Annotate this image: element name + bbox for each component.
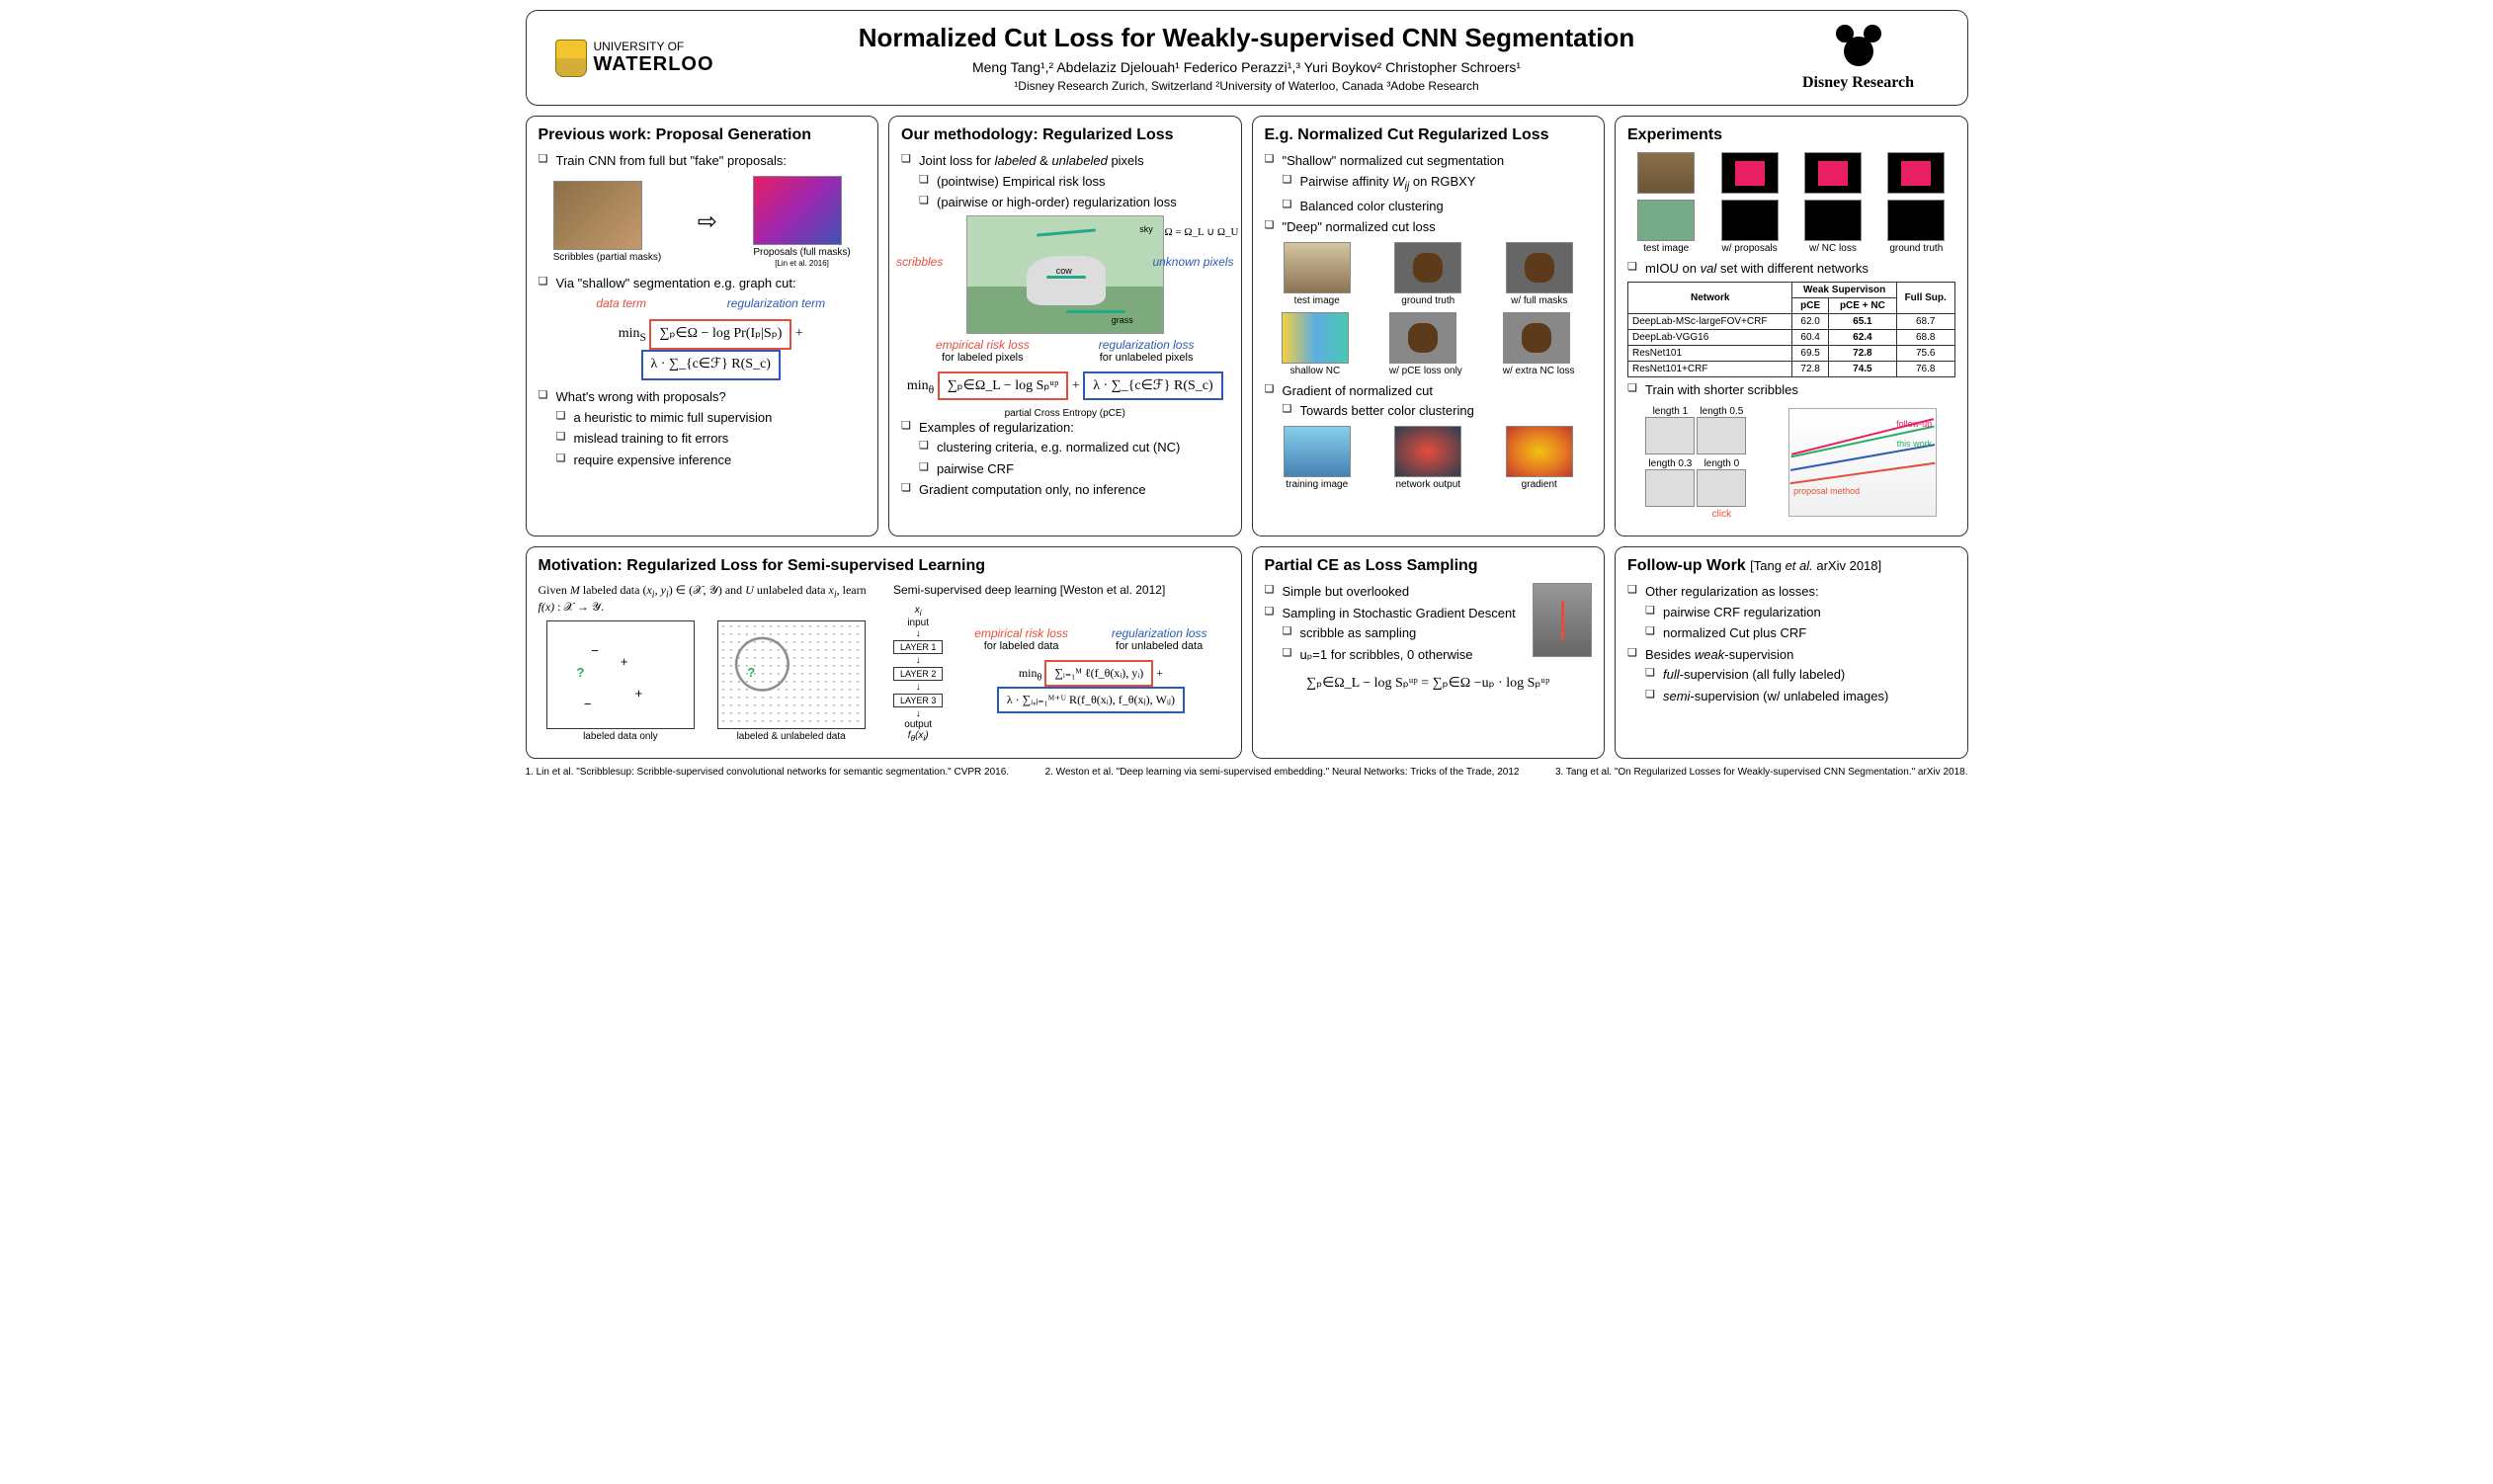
figure-gradient [1506,426,1573,477]
formula-semisup: minθ ∑ᵢ₌₁ᴹ ℓ(f_θ(xᵢ), yᵢ) + λ · ∑ᵢ,ⱼ₌₁ᴹ⁺… [953,660,1228,713]
sub-bullet: normalized Cut plus CRF [1645,624,1955,642]
bullet: Gradient computation only, no inference [901,481,1229,499]
semi-sup-title: Semi-supervised deep learning [Weston et… [893,583,1229,597]
content-grid: Previous work: Proposal Generation Train… [526,116,1968,759]
affiliations: ¹Disney Research Zurich, Switzerland ²Un… [724,79,1770,93]
sub-bullet: a heuristic to mimic full supervision [556,409,867,427]
box-title: Motivation: Regularized Loss for Semi-su… [539,557,1229,575]
sub-bullet: Balanced color clustering [1283,198,1593,215]
bullet: Joint loss for labeled & unlabeled pixel… [901,152,1229,211]
results-table: NetworkWeak SupervisonFull Sup. pCEpCE +… [1627,282,1955,377]
bullet: Examples of regularization: clustering c… [901,419,1229,478]
figure-ncloss [1503,312,1570,364]
figure-test [1284,242,1351,293]
figure-len [1645,469,1695,507]
box-nc-loss: E.g. Normalized Cut Regularized Loss "Sh… [1252,116,1606,536]
figure-exp [1804,152,1862,194]
figure-shallow [1282,312,1349,364]
figure-full [1506,242,1573,293]
paper-title: Normalized Cut Loss for Weakly-supervise… [724,23,1770,53]
figure-labeled-unlabeled: ? [717,620,866,729]
bullet: "Deep" normalized cut loss [1265,218,1593,236]
header: UNIVERSITY OFWATERLOO Normalized Cut Los… [526,10,1968,106]
bullet: Sampling in Stochastic Gradient Descent … [1265,605,1526,664]
figure-pce [1389,312,1456,364]
box-previous-work: Previous work: Proposal Generation Train… [526,116,879,536]
figure-exp [1637,152,1695,194]
figure-exp [1721,200,1779,241]
figure-len [1645,417,1695,454]
sub-bullet: full-supervision (all fully labeled) [1645,666,1955,684]
figure-len [1697,417,1746,454]
figure-scribbles [553,181,642,250]
box-methodology: Our methodology: Regularized Loss Joint … [888,116,1242,536]
bullet: Train with shorter scribbles [1627,381,1955,399]
figure-labeled-only: ? + + − − [546,620,695,729]
sub-bullet: (pairwise or high-order) regularization … [919,194,1229,211]
mickey-icon [1834,25,1883,74]
figure-proposals [753,176,842,245]
arrow-icon: ⇨ [698,207,717,236]
figure-exp [1637,200,1695,241]
sub-bullet: uₚ=1 for scribbles, 0 otherwise [1283,646,1526,664]
box-title: E.g. Normalized Cut Regularized Loss [1265,126,1593,144]
motiv-text: Given M labeled data (xi, yi) ∈ (𝒳, 𝒴) a… [539,583,874,615]
bullet: "Shallow" normalized cut segmentation Pa… [1265,152,1593,214]
sub-bullet: scribble as sampling [1283,624,1526,642]
bullet: Train CNN from full but "fake" proposals… [539,152,867,170]
figure-len [1697,469,1746,507]
figure-gt [1394,242,1461,293]
figure-netout [1394,426,1461,477]
figure-exp [1887,200,1945,241]
bullet: Other regularization as losses: pairwise… [1627,583,1955,642]
bullet: What's wrong with proposals? a heuristic… [539,388,867,468]
authors: Meng Tang¹,² Abdelaziz Djelouah¹ Federic… [724,59,1770,75]
formula-regularized: minθ ∑ₚ∈Ω_L − log Sₚᵘᵖ + λ · ∑_{c∈ℱ} R(S… [901,371,1229,400]
sub-bullet: Pairwise affinity Wij on RGBXY [1283,173,1593,194]
box-title: Our methodology: Regularized Loss [901,126,1229,144]
figure-person-scribble [1533,583,1592,657]
ref: 1. Lin et al. "Scribblesup: Scribble-sup… [526,767,1010,778]
ref: 2. Weston et al. "Deep learning via semi… [1045,767,1520,778]
sub-bullet: (pointwise) Empirical risk loss [919,173,1229,191]
box-title: Experiments [1627,126,1955,144]
box-followup: Follow-up Work [Tang et al. arXiv 2018] … [1615,546,1968,759]
shield-icon [555,40,587,77]
bullet: Gradient of normalized cut Towards bette… [1265,382,1593,420]
figure-train [1284,426,1351,477]
sub-bullet: mislead training to fit errors [556,430,867,448]
box-title: Partial CE as Loss Sampling [1265,557,1593,575]
sub-bullet: require expensive inference [556,452,867,469]
scribble-chart: follow-up this work proposal method [1788,408,1937,517]
sub-bullet: pairwise CRF regularization [1645,604,1955,621]
formula-pce-sampling: ∑ₚ∈Ω_L − log Sₚᵘᵖ = ∑ₚ∈Ω −uₚ · log Sₚᵘᵖ [1265,675,1593,692]
formula-graphcut: minS ∑ₚ∈Ω − log Pr(Iₚ|Sₚ) + λ · ∑_{c∈ℱ} … [556,319,867,380]
logo-waterloo: UNIVERSITY OFWATERLOO [546,40,724,77]
sub-bullet: pairwise CRF [919,460,1229,478]
bullet: mIOU on val set with different networks [1627,260,1955,278]
cow-diagram: sky cow grass [966,215,1164,334]
figure-exp [1887,152,1945,194]
ref: 3. Tang et al. "On Regularized Losses fo… [1555,767,1968,778]
bullet: Simple but overlooked [1265,583,1526,601]
box-motivation: Motivation: Regularized Loss for Semi-su… [526,546,1242,759]
poster: UNIVERSITY OFWATERLOO Normalized Cut Los… [526,10,1968,778]
sub-bullet: semi-supervision (w/ unlabeled images) [1645,688,1955,705]
box-experiments: Experiments test image w/ proposals w/ N… [1615,116,1968,536]
figure-exp [1804,200,1862,241]
box-partial-ce: Partial CE as Loss Sampling Simple but o… [1252,546,1606,759]
box-title: Follow-up Work [Tang et al. arXiv 2018] [1627,557,1955,575]
logo-disney: Disney Research [1770,25,1948,92]
figure-exp [1721,152,1779,194]
references: 1. Lin et al. "Scribblesup: Scribble-sup… [526,767,1968,778]
sub-bullet: Towards better color clustering [1283,402,1593,420]
bullet: Via "shallow" segmentation e.g. graph cu… [539,275,867,381]
bullet: Besides weak-supervision full-supervisio… [1627,646,1955,705]
box-title: Previous work: Proposal Generation [539,126,867,144]
sub-bullet: clustering criteria, e.g. normalized cut… [919,439,1229,456]
